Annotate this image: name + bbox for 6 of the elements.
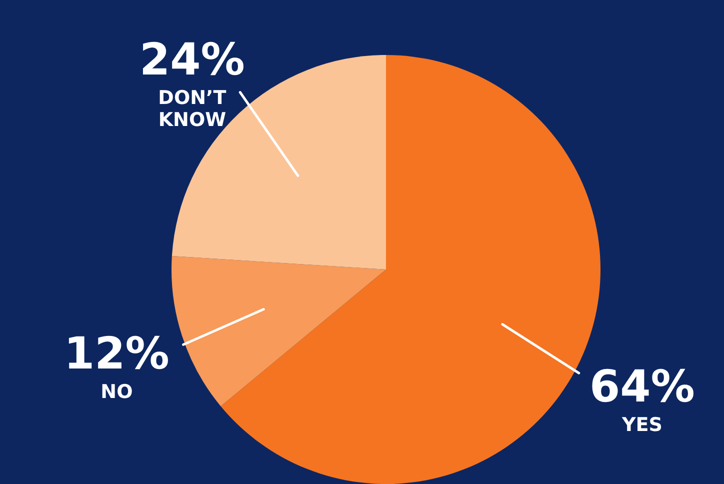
data-label: 12%	[64, 328, 170, 380]
data-label: 24%	[140, 34, 245, 86]
slice-label: YES	[620, 414, 662, 436]
data-label: 64%	[590, 361, 695, 412]
slice-label: NO	[100, 380, 133, 403]
slice-label: DON’T KNOW	[158, 87, 226, 132]
